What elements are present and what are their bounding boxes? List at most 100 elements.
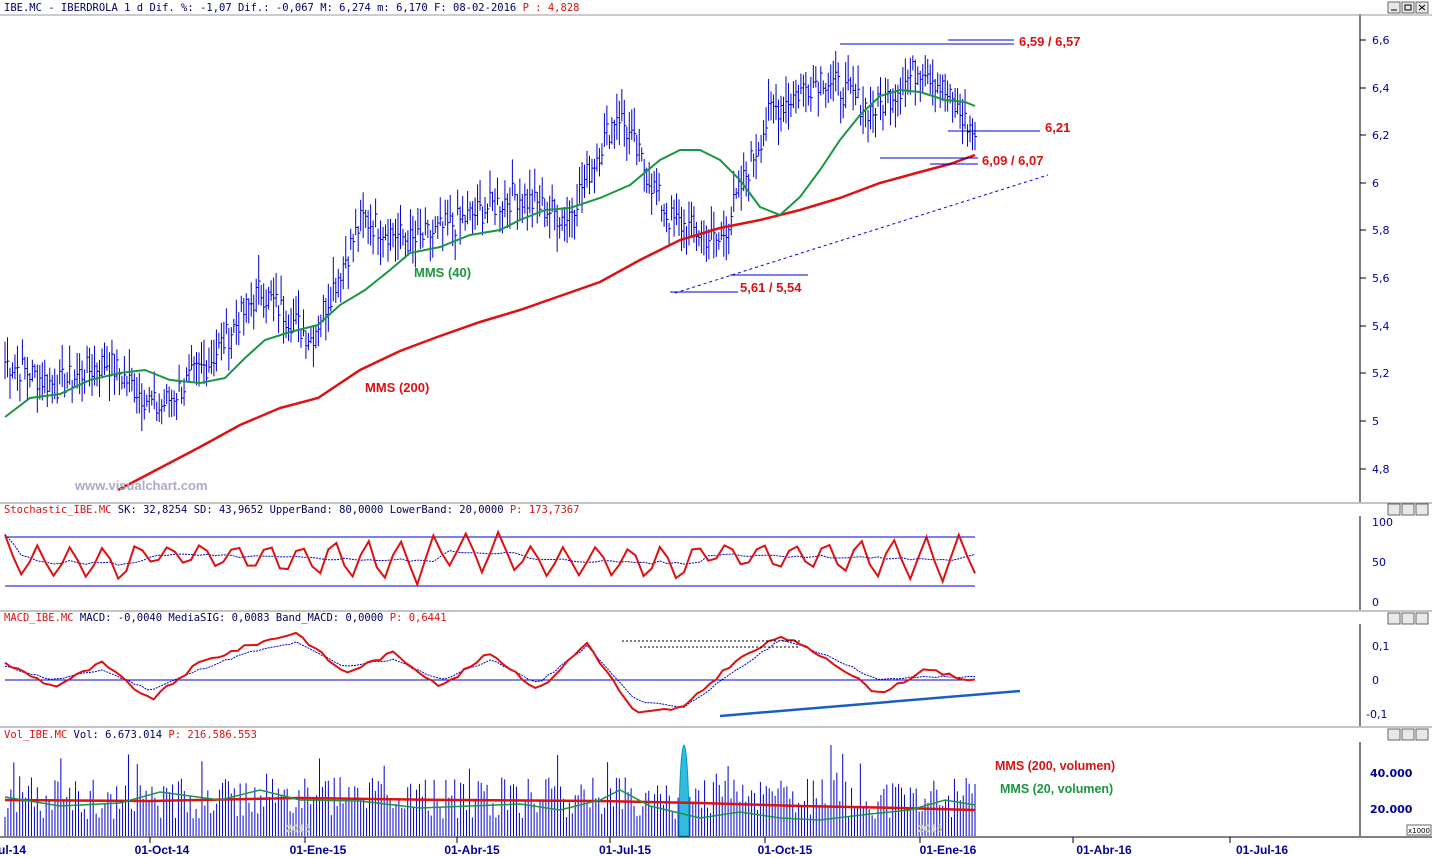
x-tick-label: 01-Oct-15 [758, 843, 813, 857]
stoch-p: 173,7367 [529, 504, 580, 516]
x-axis-labels: ul-14 01-Oct-14 01-Ene-15 01-Abr-15 01-J… [0, 843, 1288, 857]
x-tick-label: 01-Oct-14 [135, 843, 190, 857]
macd-trend-line [719, 689, 1021, 718]
header-min: 6,170 [396, 2, 428, 14]
annot-support-top: 6,09 / 6,07 [982, 153, 1043, 168]
macd-p: 0,6441 [409, 612, 447, 624]
maximize-button[interactable] [1401, 1, 1415, 14]
vol-header: Vol_IBE.MC Vol: 6.673.014 P: 216.586.553 [4, 729, 257, 741]
price-tick: 5 [1372, 415, 1379, 428]
year-mark-2015: 2015 [286, 823, 310, 835]
price-tick: 5,2 [1372, 367, 1390, 380]
price-tick: 6,6 [1372, 34, 1390, 47]
x-tick-label: ul-14 [0, 843, 26, 857]
vol-value: 6.673.014 [105, 729, 162, 741]
x-axis-ticks [149, 837, 1231, 843]
maximize-button[interactable] [1401, 612, 1415, 625]
vol-scale-box [1406, 824, 1432, 836]
price-tick: 5,6 [1372, 272, 1390, 285]
close-button[interactable] [1415, 503, 1429, 516]
vol-p: 216.586.553 [187, 729, 257, 741]
mms40-line [4, 88, 976, 418]
x-tick-label: 01-Ene-16 [920, 843, 977, 857]
annot-mms40: MMS (40) [414, 265, 471, 280]
price-bars [4, 50, 977, 432]
volume-bars [4, 745, 976, 836]
maximize-button[interactable] [1401, 728, 1415, 741]
price-tick: 6 [1372, 177, 1379, 190]
vol-tick: 20.000 [1370, 803, 1413, 816]
macd-value: -0,0040 [118, 612, 162, 624]
header-p: 4,828 [548, 2, 580, 14]
price-tick: 6,4 [1372, 82, 1390, 95]
vol-scale: x1000 [1408, 827, 1430, 835]
vol-annotations: MMS (200, volumen) MMS (20, volumen) 201… [286, 759, 1115, 835]
header-max: 6,274 [339, 2, 371, 14]
macd-annotation-lines [622, 640, 1021, 718]
annot-resistance: 6,59 / 6,57 [1019, 34, 1080, 49]
mms200-line [117, 153, 976, 492]
maximize-button[interactable] [1401, 503, 1415, 516]
minimize-button[interactable] [1387, 612, 1401, 625]
vol-mms200-line [4, 796, 976, 812]
header-period: 1 d [124, 2, 143, 14]
vol-spike [678, 744, 690, 837]
macd-sig: 0,0083 [232, 612, 270, 624]
stoch-lower: 20,0000 [459, 504, 503, 516]
price-tick: 4,8 [1372, 463, 1390, 476]
macd-window-buttons [1387, 612, 1429, 625]
macd-band: 0,0000 [345, 612, 383, 624]
x-tick-label: 01-Jul-15 [599, 843, 651, 857]
stoch-tick: 0 [1372, 596, 1379, 609]
stoch-sk-line [4, 529, 976, 588]
macd-line [4, 631, 976, 714]
macd-tick: 0,1 [1372, 640, 1390, 653]
x-tick-label: 01-Ene-15 [290, 843, 347, 857]
header-dif-pct: -1,07 [200, 2, 232, 14]
stoch-tick: 100 [1372, 516, 1393, 529]
annot-support-bottom: 5,61 / 5,54 [740, 280, 802, 295]
price-window-buttons [1387, 1, 1429, 14]
price-y-ticks: 6,6 6,4 6,2 6 5,8 5,6 5,4 5,2 5 4,8 [1372, 34, 1390, 476]
stoch-window-buttons [1387, 503, 1429, 516]
trend-line-dotted [674, 174, 1049, 294]
x-tick-label: 01-Abr-15 [444, 843, 500, 857]
vol-ticks: 40.000 20.000 [1370, 767, 1413, 816]
watermark: www.visualchart.com [74, 478, 207, 493]
stoch-sk: 32,8254 [143, 504, 187, 516]
stoch-ticks: 100 50 0 [1372, 516, 1393, 609]
minimize-button[interactable] [1387, 728, 1401, 741]
minimize-button[interactable] [1387, 1, 1401, 14]
vol-mms20-line [4, 789, 976, 821]
annot-vol-mms20: MMS (20, volumen) [1000, 782, 1113, 796]
close-button[interactable] [1415, 612, 1429, 625]
price-tick-marks [1360, 39, 1366, 470]
header-date: 08-02-2016 [453, 2, 516, 14]
macd-tick: 0 [1372, 674, 1379, 687]
annot-621: 6,21 [1045, 120, 1070, 135]
header-symbol: IBE.MC [4, 2, 42, 14]
header-name: IBERDROLA [61, 2, 119, 14]
stoch-header: Stochastic_IBE.MC SK: 32,8254 SD: 43,965… [4, 504, 579, 516]
stoch-tick: 50 [1372, 556, 1386, 569]
minimize-button[interactable] [1387, 503, 1401, 516]
header-dif: -0,067 [276, 2, 314, 14]
price-annotations: 6,59 / 6,57 6,21 6,09 / 6,07 5,61 / 5,54… [365, 34, 1080, 395]
annot-vol-mms200: MMS (200, volumen) [995, 759, 1115, 773]
macd-tick: -0,1 [1366, 708, 1387, 721]
stoch-sd: 43,9652 [219, 504, 263, 516]
macd-ticks: 0,1 0 -0,1 [1366, 640, 1390, 721]
macd-header: MACD_IBE.MC MACD: -0,0040 MediaSIG: 0,00… [4, 612, 447, 624]
macd-signal-line [4, 639, 976, 708]
level-lines [670, 39, 1049, 294]
price-tick: 6,2 [1372, 129, 1390, 142]
price-tick: 5,4 [1372, 320, 1390, 333]
vol-tick: 40.000 [1370, 767, 1413, 780]
x-tick-label: 01-Jul-16 [1236, 843, 1288, 857]
annot-mms200: MMS (200) [365, 380, 429, 395]
stoch-upper: 80,0000 [339, 504, 383, 516]
x-tick-label: 01-Abr-16 [1076, 843, 1132, 857]
close-button[interactable] [1415, 728, 1429, 741]
price-header: IBE.MC - IBERDROLA 1 d Dif. %: -1,07 Dif… [4, 2, 579, 14]
